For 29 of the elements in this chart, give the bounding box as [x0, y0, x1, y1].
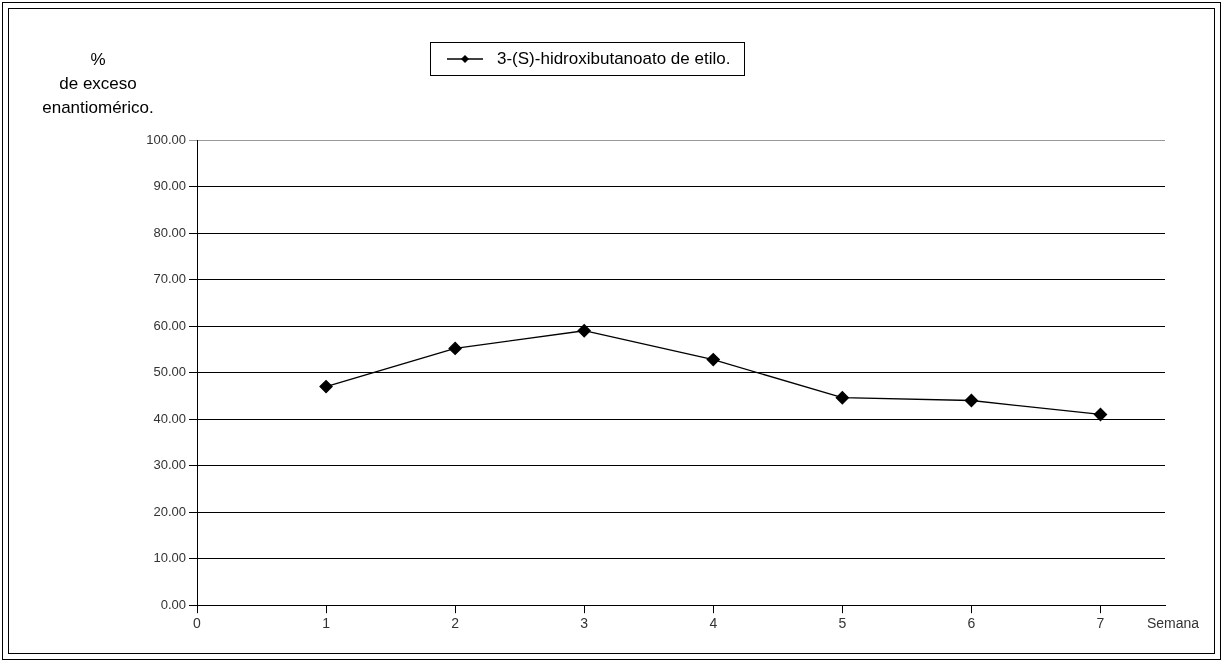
point [1093, 407, 1108, 422]
x-tick-label: 0 [193, 615, 202, 632]
y-tick-label: 0.00 [160, 596, 186, 612]
y-tick-label: 100.00 [146, 131, 186, 147]
y-tick-label: 90.00 [153, 178, 186, 194]
y-tick-label: 20.00 [153, 503, 186, 519]
point [964, 393, 979, 408]
y-tick-label: 80.00 [153, 224, 186, 240]
y-tick-label: 50.00 [153, 364, 186, 380]
x-tick-label: 2 [451, 615, 460, 632]
x-tick-label: 7 [1096, 615, 1105, 632]
y-tick-label: 40.00 [153, 410, 186, 426]
x-tick-label: 5 [838, 615, 847, 632]
y-tick-label: 10.00 [153, 550, 186, 566]
y-tick-label: 70.00 [153, 271, 186, 287]
point [448, 341, 462, 356]
x-tick-label: 4 [709, 615, 718, 632]
point [835, 391, 849, 405]
legend-label: 3-(S)-hidroxibutanoato de etilo. [497, 49, 731, 69]
x-axis-title: Semana [1147, 615, 1200, 632]
point [577, 324, 591, 338]
y-axis-title: % de exceso enantiomérico. [41, 49, 155, 119]
x-tick-label: 3 [580, 615, 589, 632]
x-tick-label: 1 [322, 615, 331, 632]
point [706, 352, 720, 367]
x-tick-label: 6 [967, 615, 976, 632]
y-tick-label: 60.00 [153, 317, 186, 333]
y-tick-label: 30.00 [153, 457, 186, 473]
point [319, 379, 333, 394]
